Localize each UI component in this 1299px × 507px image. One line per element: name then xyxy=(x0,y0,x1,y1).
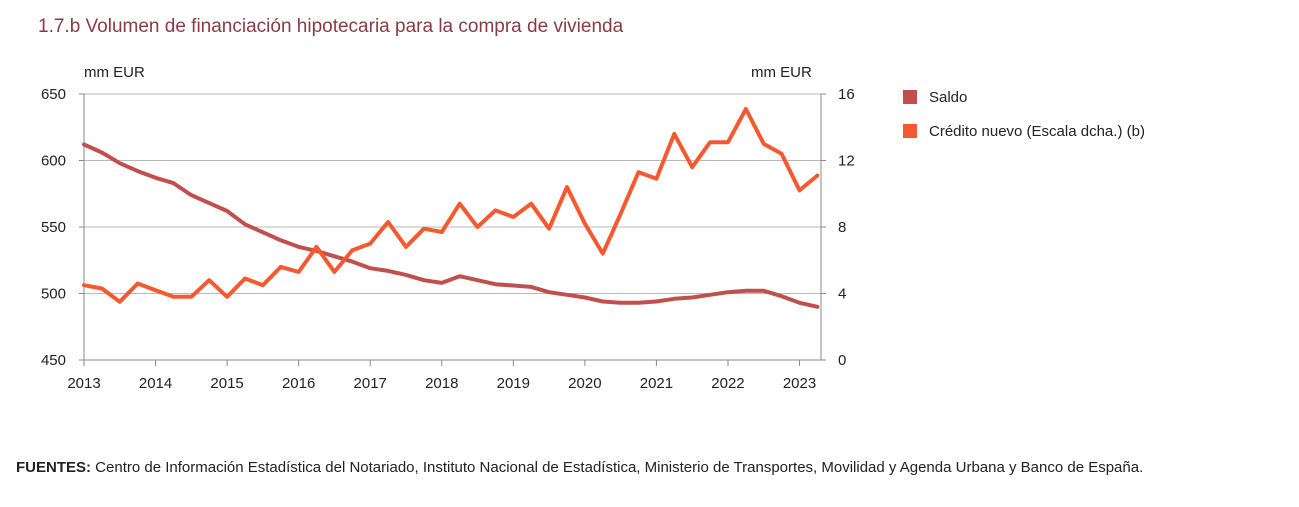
axes xyxy=(79,93,826,366)
y-left-tick-label: 650 xyxy=(41,86,66,103)
source-label: FUENTES: xyxy=(16,459,91,476)
source-text: Centro de Información Estadística del No… xyxy=(95,459,1144,476)
x-tick-label: 2015 xyxy=(210,375,243,392)
y-left-tick-label: 500 xyxy=(41,286,66,303)
x-tick-label: 2019 xyxy=(497,375,530,392)
y-right-tick-label: 0 xyxy=(838,352,846,369)
source-note: FUENTES: Centro de Información Estadísti… xyxy=(16,458,1256,478)
chart-title: 1.7.b Volumen de financiación hipotecari… xyxy=(38,16,624,37)
y-left-tick-labels: 450 500 550 600 650 xyxy=(41,86,66,369)
x-tick-label: 2023 xyxy=(783,375,816,392)
y-right-tick-label: 4 xyxy=(838,286,846,303)
legend-swatch-credito-nuevo xyxy=(903,124,917,138)
legend-item-credito-nuevo: Crédito nuevo (Escala dcha.) (b) xyxy=(903,120,1145,142)
series-line-credito-nuevo xyxy=(82,107,820,304)
x-tick-label: 2013 xyxy=(67,375,100,392)
x-tick-label: 2018 xyxy=(425,375,458,392)
gridlines xyxy=(84,93,821,294)
y-right-tick-label: 16 xyxy=(838,86,855,103)
legend: Saldo Crédito nuevo (Escala dcha.) (b) xyxy=(903,86,1145,154)
y-left-tick-label: 550 xyxy=(41,219,66,236)
legend-swatch-saldo xyxy=(903,90,917,104)
series-lines xyxy=(82,107,820,309)
legend-item-saldo: Saldo xyxy=(903,86,1145,108)
series-line-saldo xyxy=(82,142,820,309)
x-tick-labels: 2013 2014 2015 2016 2017 2018 2019 2020 2021 2022… xyxy=(67,375,816,392)
y-right-tick-label: 12 xyxy=(838,153,855,170)
x-tick-label: 2017 xyxy=(354,375,387,392)
y-left-tick-label: 600 xyxy=(41,153,66,170)
x-tick-label: 2020 xyxy=(568,375,601,392)
y-right-unit: mm EUR xyxy=(751,64,812,81)
y-left-unit: mm EUR xyxy=(84,64,145,81)
y-right-tick-labels: 0 4 8 12 16 xyxy=(838,86,855,369)
x-tick-label: 2014 xyxy=(139,375,172,392)
legend-label-credito-nuevo: Crédito nuevo (Escala dcha.) (b) xyxy=(929,122,1145,140)
legend-label-saldo: Saldo xyxy=(929,88,968,106)
y-right-tick-label: 8 xyxy=(838,219,846,236)
y-left-tick-label: 450 xyxy=(41,352,66,369)
x-tick-label: 2021 xyxy=(640,375,673,392)
x-tick-label: 2016 xyxy=(282,375,315,392)
x-tick-label: 2022 xyxy=(711,375,744,392)
